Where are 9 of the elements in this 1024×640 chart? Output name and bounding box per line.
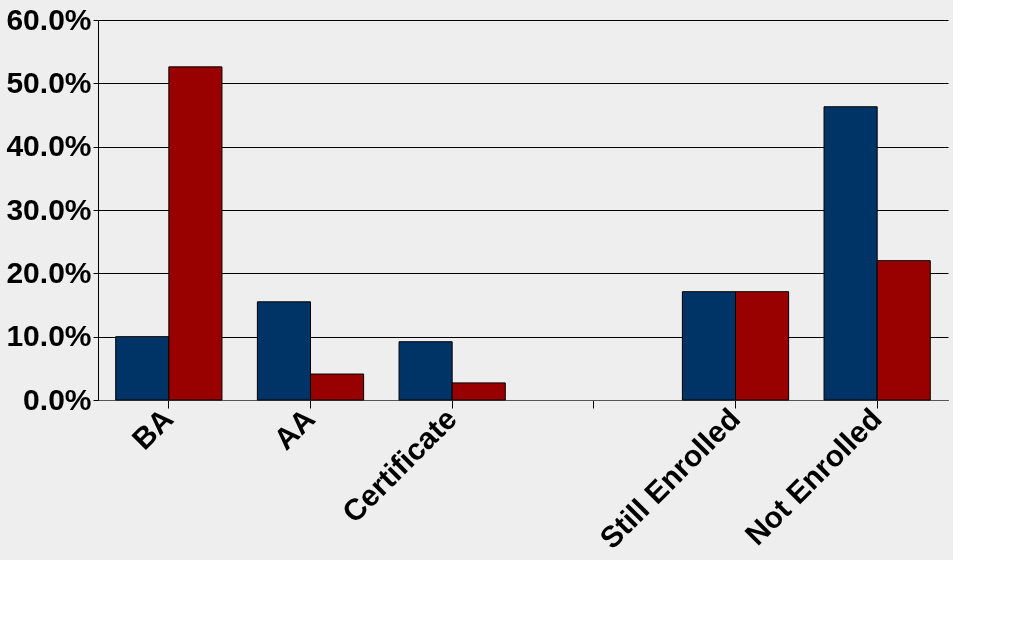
y-tick-label: 40.0% [6, 129, 92, 163]
y-tick-label: 20.0% [6, 255, 92, 289]
y-tick-label: 0.0% [23, 382, 92, 416]
y-tick-label: 30.0% [6, 192, 92, 226]
x-tick-label: BA [125, 401, 180, 456]
x-tick-label: AA [267, 401, 322, 456]
y-tick-label: 50.0% [6, 65, 92, 99]
y-tick-label: 60.0% [6, 2, 92, 36]
y-tick-label: 10.0% [6, 319, 92, 353]
